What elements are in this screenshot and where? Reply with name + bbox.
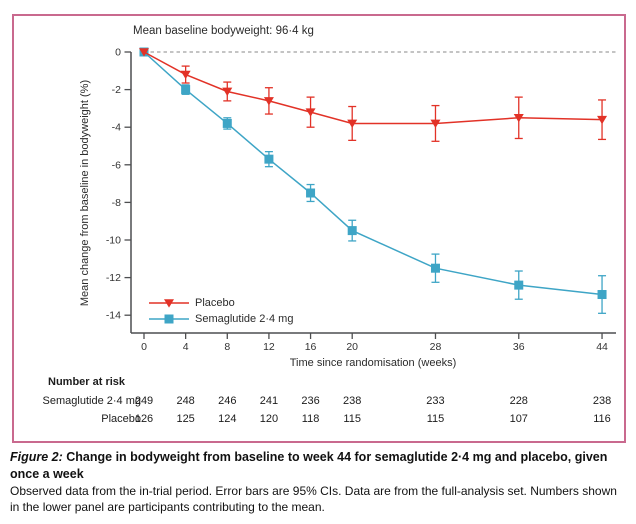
x-axis-title: Time since randomisation (weeks) (289, 357, 457, 369)
semaglutide-2-4-mg-marker (514, 280, 524, 290)
semaglutide-2-4-mg-marker (222, 118, 232, 128)
x-tick-label: 16 (305, 341, 317, 353)
placebo-line (143, 51, 603, 125)
placebo-marker (513, 114, 524, 123)
semaglutide-2-4-mg-marker (597, 290, 607, 300)
placebo-marker (139, 48, 149, 57)
semaglutide-2-4-mg-line (143, 51, 603, 296)
semaglutide-2-4-mg-marker (306, 188, 316, 198)
risk-row-label-placebo: Placebo (101, 413, 141, 425)
number-at-risk-header: Number at risk (48, 376, 126, 388)
placebo-legend-marker-icon (149, 299, 189, 308)
risk-value-placebo-week-36: 107 (509, 413, 528, 425)
x-tick-label: 36 (513, 341, 525, 353)
x-tick-label: 4 (183, 341, 189, 353)
risk-value-semaglutide-2-4-mg-week-4: 248 (176, 395, 195, 407)
figure-caption-body: Observed data from the in-trial period. … (10, 484, 617, 515)
figure-caption-title-text: Change in bodyweight from baseline to we… (10, 450, 608, 481)
x-tick-label: 44 (596, 341, 608, 353)
bodyweight-change-line-chart: 0 -2 -4 -6 -8 -10 -12 -14 0 4 8 12 16 20 28 36 44 (106, 47, 616, 353)
semaglutide-2-4-mg-marker (430, 263, 440, 273)
y-tick-label: -8 (112, 197, 121, 209)
risk-value-semaglutide-2-4-mg-week-0: 249 (134, 395, 154, 407)
figure-caption: Figure 2: Change in bodyweight from base… (10, 449, 628, 515)
risk-value-semaglutide-2-4-mg-week-20: 238 (343, 395, 362, 407)
risk-value-semaglutide-2-4-mg-week-8: 246 (218, 395, 237, 407)
placebo-marker (305, 108, 316, 117)
semaglutide-2-4-mg-marker (264, 154, 274, 164)
risk-row-label-semaglutide: Semaglutide 2·4 mg (42, 395, 141, 407)
y-tick-label: -14 (106, 310, 121, 322)
placebo-marker (263, 97, 274, 106)
x-tick-label: 28 (430, 341, 442, 353)
y-tick-label: -2 (112, 84, 121, 96)
semaglutide-2-4-mg-marker (347, 226, 357, 236)
placebo-marker (347, 119, 358, 129)
y-tick-label: -4 (112, 122, 121, 134)
x-tick-label: 0 (141, 341, 147, 353)
x-tick-label: 20 (346, 341, 358, 353)
risk-value-placebo-week-0: 126 (134, 413, 154, 425)
risk-value-semaglutide-2-4-mg-week-36: 228 (509, 395, 528, 407)
legend-label-placebo: Placebo (195, 297, 235, 309)
placebo-marker (430, 119, 441, 129)
y-tick-label: 0 (115, 47, 121, 59)
placebo-marker (180, 70, 191, 80)
chart-legend: Placebo Semaglutide 2·4 mg (149, 295, 293, 327)
semaglutide-2-4-mg-legend-marker-icon (149, 314, 189, 324)
placebo-marker (597, 115, 608, 125)
legend-item-placebo: Placebo (149, 295, 293, 311)
risk-value-semaglutide-2-4-mg-week-12: 241 (259, 395, 279, 407)
baseline-bodyweight-annotation: Mean baseline bodyweight: 96·4 kg (133, 25, 314, 37)
legend-label-semaglutide-2-4-mg: Semaglutide 2·4 mg (195, 313, 294, 325)
x-tick-label: 8 (224, 341, 230, 353)
figure-caption-title: Figure 2: Change in bodyweight from base… (10, 449, 628, 482)
y-axis-title: Mean change from baseline in bodyweight … (79, 79, 91, 307)
risk-value-placebo-week-4: 125 (176, 413, 195, 425)
risk-value-placebo-week-12: 120 (259, 413, 279, 425)
risk-value-semaglutide-2-4-mg-week-16: 236 (301, 395, 320, 407)
figure-number-label: Figure 2: (10, 450, 63, 464)
y-tick-label: -12 (106, 272, 121, 284)
risk-value-placebo-week-16: 118 (301, 413, 320, 425)
x-tick-label: 12 (263, 341, 275, 353)
risk-value-placebo-week-20: 115 (343, 413, 361, 425)
risk-value-placebo-week-28: 115 (426, 413, 445, 425)
risk-value-semaglutide-2-4-mg-week-44: 238 (592, 395, 612, 407)
y-tick-label: -10 (106, 235, 121, 247)
risk-value-semaglutide-2-4-mg-week-28: 233 (426, 395, 445, 407)
risk-value-placebo-week-8: 124 (218, 413, 237, 425)
placebo-marker (222, 87, 233, 97)
y-tick-label: -6 (112, 159, 121, 171)
semaglutide-2-4-mg-marker (181, 85, 191, 95)
risk-value-placebo-week-44: 116 (593, 413, 611, 425)
figure-panel: 0 -2 -4 -6 -8 -10 -12 -14 0 4 8 12 16 20 28 36 44 Mean b… (12, 14, 626, 443)
legend-item-semaglutide-2-4-mg: Semaglutide 2·4 mg (149, 311, 293, 327)
